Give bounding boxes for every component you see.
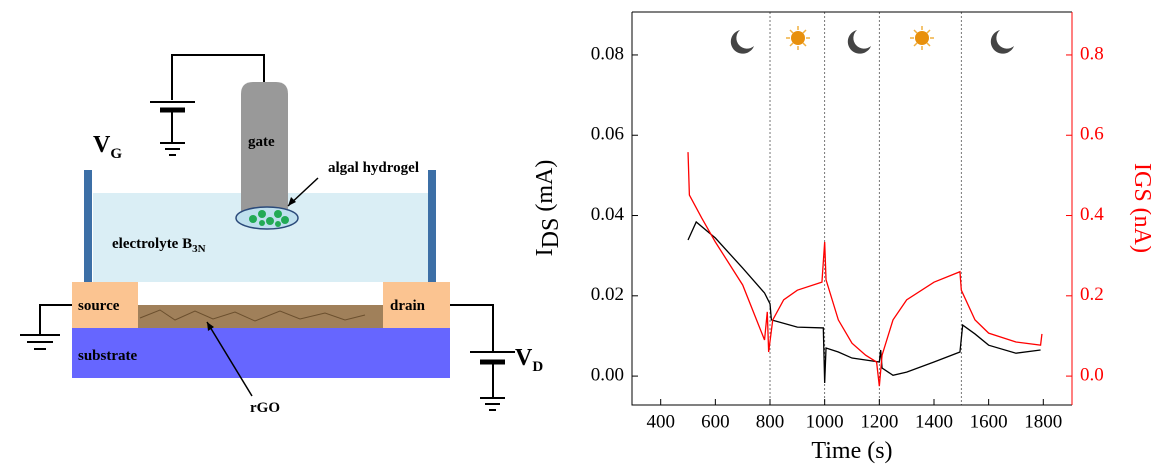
substrate-label: substrate — [78, 348, 138, 364]
y-title-sub: DS — [538, 218, 564, 249]
x-tick-label: 1400 — [915, 411, 953, 432]
x-tick-label: 1200 — [860, 411, 898, 432]
y-title: I — [532, 248, 558, 256]
moon-icon — [990, 30, 1014, 54]
sun-icon — [786, 26, 810, 50]
rgo — [138, 305, 383, 328]
phase-icons — [730, 26, 1014, 54]
algae — [249, 210, 289, 227]
vg: V — [93, 132, 111, 158]
x-axis-title: Time (s) — [811, 438, 892, 464]
x-tick-label: 600 — [701, 411, 730, 432]
y2-axis-title: IGS (nA) — [1129, 163, 1151, 253]
source-pad — [72, 282, 138, 328]
vd: V — [515, 345, 533, 371]
x-tick-label: 400 — [646, 411, 675, 432]
vg-sub: G — [110, 146, 122, 162]
vg-label: VG — [93, 132, 122, 162]
hydrogel — [235, 206, 299, 230]
hydrogel-label: algal hydrogel — [328, 160, 419, 176]
y2-tick-label: 0.4 — [1080, 204, 1104, 225]
moon-icon — [847, 30, 871, 54]
wires — [20, 54, 515, 411]
x-tick-label: 800 — [756, 411, 785, 432]
drain-label: drain — [390, 298, 426, 314]
x-tick-label: 1800 — [1024, 411, 1062, 432]
electrolyte-label: electrolyte B3N — [112, 236, 206, 255]
source-label: source — [78, 298, 120, 314]
x-tick-label: 1600 — [970, 411, 1008, 432]
y2-tick-label: 0.2 — [1080, 284, 1104, 305]
gate-label: gate — [248, 134, 275, 150]
y-tick-label: 0.00 — [591, 364, 624, 385]
electrode — [428, 170, 436, 282]
arrow-head — [288, 197, 296, 206]
y2-tick-label: 0.8 — [1080, 43, 1104, 64]
electrolyte: electrolyte B — [112, 236, 192, 252]
rgo-texture — [139, 309, 366, 322]
vd-sub: D — [532, 359, 543, 375]
y-tick-label: 0.08 — [591, 43, 624, 64]
electrolyte-sub: 3N — [192, 243, 206, 255]
vd-label: VD — [515, 345, 543, 375]
y2-tick-label: 0.6 — [1080, 124, 1104, 145]
x-tick-label: 1000 — [806, 411, 844, 432]
y-tick-label: 0.02 — [591, 284, 624, 305]
arrow-head — [207, 322, 214, 331]
sun-icon — [910, 26, 934, 50]
y-tick-label: 0.04 — [591, 204, 625, 225]
diagram: VG gate algal hydrogel electrolyte B3N s… — [20, 54, 543, 416]
electrode — [84, 170, 92, 282]
y2-tick-label: 0.0 — [1080, 364, 1104, 385]
drain-pad — [383, 282, 450, 328]
y-tick-label: 0.06 — [591, 124, 624, 145]
series-line — [687, 152, 1043, 387]
series-line — [687, 220, 1041, 383]
y-title-unit: (mA) — [532, 160, 558, 218]
axis-frame — [631, 11, 1072, 406]
y-axis-title: IDS (mA) — [532, 160, 564, 257]
gate-electrode — [241, 82, 288, 222]
moon-icon — [730, 30, 754, 54]
substrate — [72, 328, 450, 378]
rgo-label: rGO — [250, 400, 280, 416]
